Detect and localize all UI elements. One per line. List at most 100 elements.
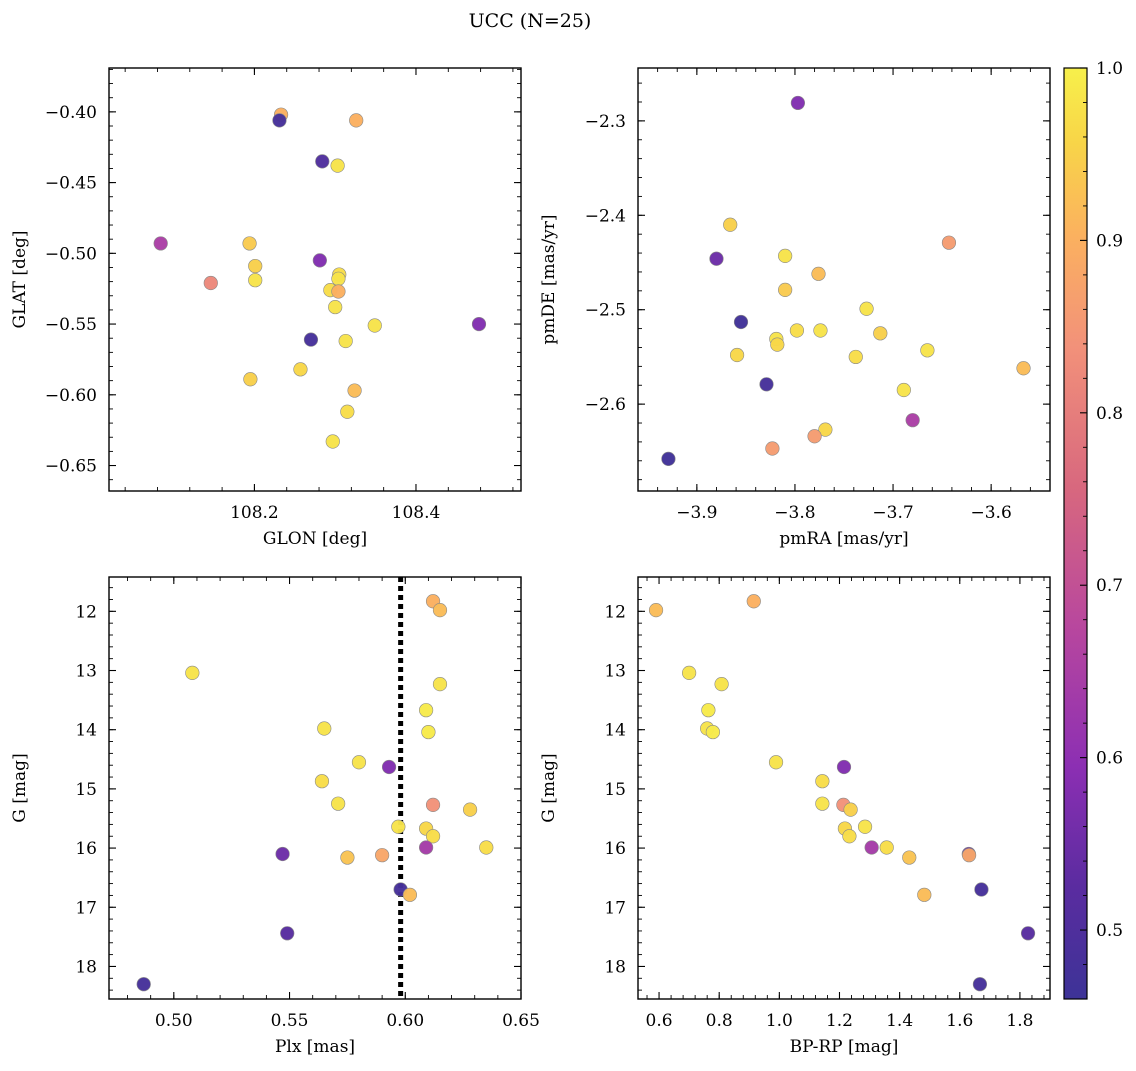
y-tick-label: 17 bbox=[604, 898, 626, 918]
y-tick-label: 13 bbox=[75, 662, 97, 682]
y-tick-label: −2.3 bbox=[585, 112, 626, 132]
plot-frame bbox=[637, 576, 1051, 1000]
colorbar: 0.5 0.6 0.7 0.8 0.9 1.0 bbox=[1063, 59, 1123, 1000]
data-point bbox=[701, 703, 716, 718]
data-point bbox=[920, 343, 935, 358]
data-point bbox=[778, 248, 793, 263]
colorbar-tick-label: 0.5 bbox=[1096, 921, 1123, 941]
y-tick-label: −0.45 bbox=[45, 174, 97, 194]
data-point bbox=[818, 422, 833, 437]
x-tick-label: 1.4 bbox=[886, 1011, 913, 1031]
y-tick-label: 15 bbox=[75, 780, 97, 800]
x-tick-label: 1.6 bbox=[946, 1011, 973, 1031]
y-tick-label: −0.50 bbox=[45, 244, 97, 264]
data-point bbox=[848, 349, 863, 365]
y-tick-label: 12 bbox=[604, 602, 626, 622]
data-point bbox=[303, 332, 319, 347]
x-axis-label: GLON [deg] bbox=[263, 529, 367, 549]
data-point bbox=[331, 284, 346, 299]
data-point bbox=[317, 721, 332, 736]
x-tick-label: 0.50 bbox=[155, 1011, 193, 1031]
data-point bbox=[842, 829, 857, 844]
data-point bbox=[381, 759, 397, 775]
data-point bbox=[275, 846, 290, 862]
data-point bbox=[315, 154, 330, 169]
data-point bbox=[836, 759, 852, 775]
colorbar-tick-label: 0.9 bbox=[1096, 231, 1123, 251]
data-point bbox=[331, 796, 346, 811]
data-point bbox=[873, 326, 888, 341]
data-point bbox=[312, 253, 327, 268]
data-point bbox=[375, 848, 390, 863]
data-point bbox=[661, 451, 676, 466]
y-tick-label: −0.60 bbox=[45, 386, 97, 406]
plot-frame bbox=[108, 67, 522, 492]
data-point bbox=[272, 113, 287, 128]
data-point bbox=[351, 755, 367, 770]
data-point bbox=[330, 158, 345, 173]
y-tick-label: 12 bbox=[75, 602, 97, 622]
y-tick-label: 15 bbox=[604, 780, 626, 800]
x-tick-label: 0.6 bbox=[646, 1011, 673, 1031]
data-point bbox=[349, 113, 364, 128]
x-tick-label: 108.2 bbox=[230, 503, 279, 523]
data-point bbox=[789, 323, 805, 338]
data-point bbox=[813, 323, 828, 338]
x-axis-label: BP-RP [mag] bbox=[790, 1037, 899, 1057]
y-tick-label: −0.40 bbox=[45, 103, 97, 123]
data-point bbox=[1016, 361, 1031, 376]
y-tick-label: −0.65 bbox=[45, 457, 97, 477]
data-point bbox=[768, 755, 784, 770]
data-point bbox=[331, 271, 346, 286]
data-point bbox=[811, 266, 826, 281]
y-tick-label: 14 bbox=[75, 721, 97, 741]
y-tick-label: 16 bbox=[75, 839, 97, 859]
panel-plx-g: 0.50 0.55 0.60 0.65 12 13 14 15 16 17 18 Plx [mas] G… bbox=[10, 576, 540, 1057]
y-tick-label: 18 bbox=[604, 957, 626, 977]
colorbar-tick-label: 0.6 bbox=[1096, 749, 1123, 769]
panel-bprp-g: 0.6 0.8 1.0 1.2 1.4 1.6 1.8 12 13 14 15 16 17 18 BP-RP… bbox=[539, 576, 1051, 1057]
data-point bbox=[843, 802, 858, 817]
x-tick-label: 1.0 bbox=[766, 1011, 793, 1031]
data-point bbox=[765, 441, 780, 456]
data-point bbox=[790, 95, 805, 111]
x-tick-label: −3.9 bbox=[676, 503, 717, 523]
data-point bbox=[974, 882, 989, 897]
data-point bbox=[746, 594, 761, 609]
y-tick-label: 14 bbox=[604, 721, 626, 741]
data-point bbox=[462, 802, 478, 817]
data-point bbox=[328, 299, 343, 315]
panel-glon-glat: 108.2 108.4 −0.40 −0.45 −0.50 −0.55 −0.60 −0.65… bbox=[10, 67, 522, 549]
data-point bbox=[367, 318, 382, 333]
data-point bbox=[896, 382, 911, 398]
y-tick-label: 17 bbox=[75, 898, 97, 918]
x-axis-label: Plx [mas] bbox=[275, 1037, 355, 1057]
data-point bbox=[425, 797, 441, 812]
data-point bbox=[203, 275, 218, 291]
x-tick-label: 108.4 bbox=[392, 503, 441, 523]
y-axis-label: GLAT [deg] bbox=[10, 230, 30, 328]
data-point bbox=[425, 829, 441, 844]
data-point bbox=[857, 819, 873, 834]
data-point bbox=[248, 273, 263, 288]
data-point bbox=[419, 840, 434, 855]
x-tick-label: −3.7 bbox=[872, 503, 913, 523]
data-point bbox=[807, 429, 822, 444]
x-tick-label: 0.65 bbox=[502, 1011, 540, 1031]
x-axis-label: pmRA [mas/yr] bbox=[779, 529, 908, 549]
y-axis-label: pmDE [mas/yr] bbox=[539, 214, 559, 344]
x-tick-label: 0.60 bbox=[386, 1011, 424, 1031]
x-tick-label: −3.8 bbox=[774, 503, 815, 523]
data-point bbox=[479, 840, 494, 855]
data-point bbox=[733, 314, 749, 330]
y-axis-label: G [mag] bbox=[10, 753, 30, 822]
data-point bbox=[248, 258, 263, 274]
data-point bbox=[340, 404, 355, 419]
data-point bbox=[648, 603, 664, 618]
data-point bbox=[153, 236, 168, 251]
data-point bbox=[347, 383, 362, 398]
data-point bbox=[962, 848, 977, 863]
colorbar-tick-label: 1.0 bbox=[1096, 59, 1123, 79]
